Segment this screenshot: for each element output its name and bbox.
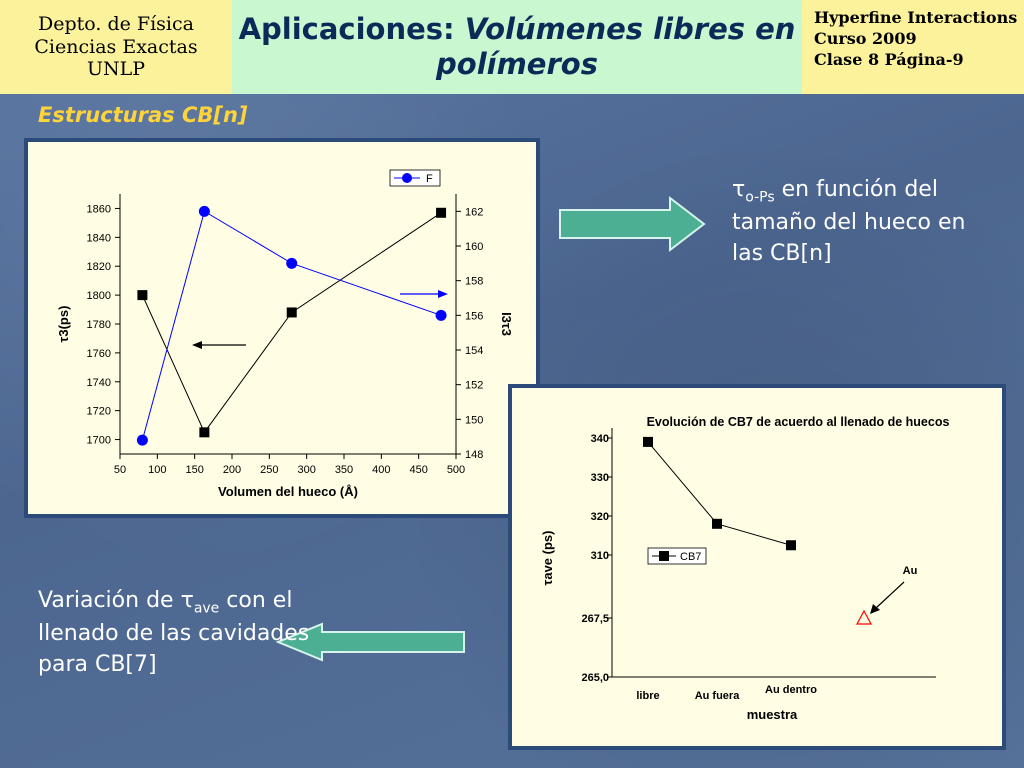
y-axis-left-title: τ3(ps) bbox=[56, 306, 71, 343]
x-category-label: libre bbox=[636, 690, 659, 702]
tau-symbol: τ bbox=[732, 177, 746, 202]
right-axis-indicator-head bbox=[438, 290, 448, 298]
y-tick-label: 267,5 bbox=[581, 613, 609, 625]
data-point-square bbox=[199, 427, 210, 438]
header-course-year: Curso 2009 bbox=[814, 28, 917, 48]
data-point-square bbox=[436, 207, 447, 218]
section-subtitle: Estructuras CB[n] bbox=[38, 103, 248, 127]
header-page: Clase 8 Página-9 bbox=[814, 49, 964, 69]
arrow-right-icon bbox=[559, 196, 706, 252]
x-tick-label: 150 bbox=[185, 464, 203, 476]
slide-title-italic: Volúmenes libres en polímeros bbox=[436, 12, 796, 81]
arrow-left-icon bbox=[276, 622, 465, 662]
header-dept: Depto. de Física bbox=[38, 12, 194, 35]
x-tick-label: 350 bbox=[335, 464, 353, 476]
y-left-tick-label: 1720 bbox=[87, 406, 111, 418]
left-axis-indicator-head bbox=[192, 341, 202, 349]
data-point-square bbox=[786, 540, 796, 551]
y-tick-label: 330 bbox=[591, 472, 609, 484]
header-university: UNLP bbox=[86, 58, 146, 81]
data-point-triangle bbox=[855, 609, 873, 625]
x-tick-label: 200 bbox=[223, 464, 241, 476]
y-right-tick-label: 160 bbox=[465, 241, 483, 253]
x-tick-label: 300 bbox=[297, 464, 315, 476]
y-left-tick-label: 1700 bbox=[87, 435, 111, 447]
header-course-name: Hyperfine Interactions bbox=[814, 8, 1018, 27]
chart-panel-volume: 50 100 150 200 250 300 350 400 450 500 1700 1720 174… bbox=[24, 138, 540, 518]
x-tick-label: 500 bbox=[447, 464, 465, 476]
header-faculty: Ciencias Exactas bbox=[34, 35, 198, 58]
tau-symbol: τ bbox=[180, 588, 194, 613]
data-point-square bbox=[712, 518, 722, 529]
x-axis-title: muestra bbox=[747, 707, 798, 722]
y-tick-label: 265,0 bbox=[581, 672, 609, 684]
legend-marker bbox=[402, 173, 412, 183]
y-tick-label: 340 bbox=[591, 433, 609, 445]
data-point-circle bbox=[435, 309, 447, 321]
header-right-box: Hyperfine Interactions Curso 2009 Clase … bbox=[802, 0, 1024, 94]
y-tick-label: 320 bbox=[591, 511, 609, 523]
tau-subscript-ave: ave bbox=[193, 600, 220, 617]
y-left-tick-label: 1740 bbox=[87, 377, 111, 389]
y-left-tick-label: 1840 bbox=[87, 232, 111, 244]
y-left-tick-label: 1860 bbox=[87, 203, 111, 215]
text-left-rest: con el llenado de las cavidades para CB[… bbox=[38, 588, 310, 677]
annotation-arrow-line bbox=[875, 581, 905, 609]
data-point-circle bbox=[198, 205, 210, 217]
series-line-1 bbox=[141, 210, 442, 441]
chart-title: Evolución de CB7 de acuerdo al llenado d… bbox=[647, 415, 950, 429]
tau-subscript-ops: o-Ps bbox=[745, 189, 775, 206]
legend-marker bbox=[659, 551, 669, 561]
text-right-rest: en función del tamaño del hueco en las C… bbox=[732, 177, 966, 266]
x-tick-label: 450 bbox=[409, 464, 427, 476]
x-category-label: Au fuera bbox=[695, 690, 741, 702]
series-line-0 bbox=[141, 212, 442, 434]
x-tick-label: 400 bbox=[372, 464, 390, 476]
data-point-square bbox=[643, 436, 653, 447]
annotation-au: Au bbox=[903, 565, 918, 577]
chart-panel-cb7: Evolución de CB7 de acuerdo al llenado d… bbox=[508, 384, 1006, 750]
x-tick-label: 100 bbox=[148, 464, 166, 476]
y-right-tick-label: 152 bbox=[465, 380, 483, 392]
header-left-box: Depto. de Física Ciencias Exactas UNLP bbox=[0, 0, 232, 94]
chart-volume-svg: 50 100 150 200 250 300 350 400 450 500 1700 1720 174… bbox=[56, 169, 514, 499]
data-point-square bbox=[137, 290, 148, 301]
chart-cb7-svg: Evolución de CB7 de acuerdo al llenado d… bbox=[540, 415, 950, 722]
y-right-tick-label: 162 bbox=[465, 206, 483, 218]
y-right-tick-label: 148 bbox=[465, 449, 483, 461]
text-tau-ave-description: Variación de τave con el llenado de las … bbox=[38, 586, 318, 681]
y-left-tick-label: 1800 bbox=[87, 290, 111, 302]
x-axis-title: Volumen del hueco (Å) bbox=[218, 484, 358, 499]
legend-label: F bbox=[426, 173, 433, 185]
y-right-tick-label: 158 bbox=[465, 276, 483, 288]
x-category-label: Au dentro bbox=[765, 684, 817, 696]
y-right-tick-label: 156 bbox=[465, 310, 483, 322]
data-point-circle bbox=[136, 434, 148, 446]
y-right-tick-label: 150 bbox=[465, 414, 483, 426]
y-axis-title: τave (ps) bbox=[540, 531, 555, 586]
series-line-cb7 bbox=[647, 441, 792, 546]
y-tick-label: 310 bbox=[591, 550, 609, 562]
y-axis-right-title: I3τ3 bbox=[499, 312, 514, 336]
y-right-tick-label: 154 bbox=[465, 345, 483, 357]
x-tick-label: 250 bbox=[260, 464, 278, 476]
text-left-prefix: Variación de bbox=[38, 588, 181, 613]
data-point-circle bbox=[286, 257, 298, 269]
y-left-tick-label: 1780 bbox=[87, 319, 111, 331]
x-tick-label: 50 bbox=[114, 464, 126, 476]
data-point-square bbox=[286, 307, 297, 318]
slide-title: Aplicaciones: Volúmenes libres en políme… bbox=[232, 0, 802, 94]
legend-label: CB7 bbox=[680, 551, 701, 563]
text-tau-ops-description: τo-Ps en función del tamaño del hueco en… bbox=[732, 175, 1002, 270]
y-left-tick-label: 1820 bbox=[87, 261, 111, 273]
annotation-arrow-head bbox=[870, 604, 880, 614]
y-left-tick-label: 1760 bbox=[87, 348, 111, 360]
slide-title-plain: Aplicaciones: bbox=[238, 12, 455, 47]
